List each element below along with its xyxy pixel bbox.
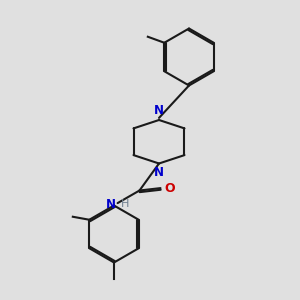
Text: H: H [121, 199, 129, 209]
Text: N: N [154, 167, 164, 179]
Text: N: N [106, 198, 116, 211]
Text: O: O [164, 182, 175, 195]
Text: N: N [154, 104, 164, 117]
